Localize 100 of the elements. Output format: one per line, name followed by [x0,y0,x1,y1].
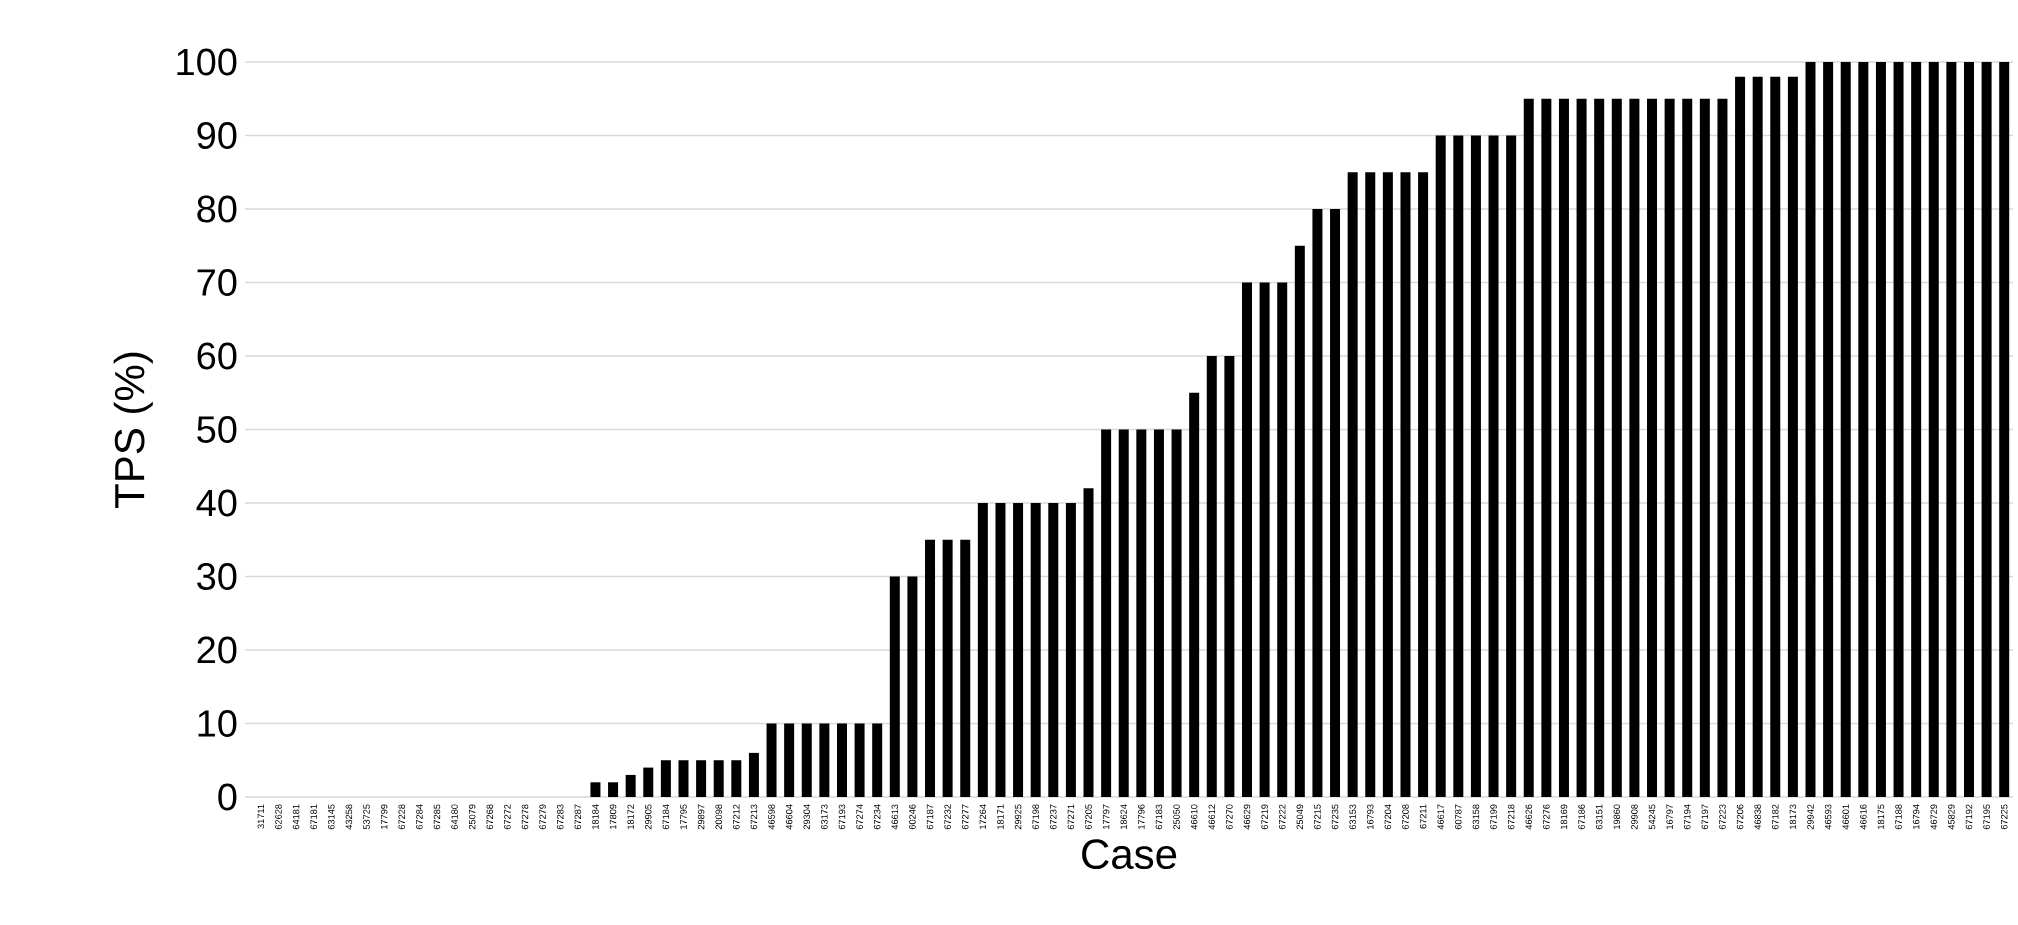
x-tick-label: 63153 [1349,804,1356,830]
x-tick-label: 31711 [257,804,265,829]
x-tick-label: 18624 [1120,804,1127,829]
y-tick-label: 10 [198,710,237,737]
bar [1664,98,1675,797]
bar [1294,245,1305,797]
x-tick-label: 29304 [803,804,811,830]
x-tick-label: 63158 [1472,804,1480,830]
x-tick-label: 60787 [1455,804,1462,830]
y-tick-label: 100 [177,48,237,76]
bar [1752,76,1763,797]
x-tick-label: 67184 [662,804,670,830]
bar [1682,98,1693,797]
x-tick-label: 16797 [1666,804,1673,829]
x-tick-label: 17799 [380,804,388,829]
x-tick-label: 67182 [1772,804,1779,830]
x-axis-title: Case [1082,839,1177,870]
x-tick-label: 25050 [1173,804,1180,830]
x-tick-label: 67271 [1067,804,1075,830]
x-tick-label: 67270 [1226,804,1233,830]
x-tick-label: 67195 [1983,804,1990,830]
x-tick-label: 67225 [2000,804,2008,830]
x-tick-label: 67276 [1543,804,1550,830]
x-tick-label: 67198 [1032,804,1039,830]
x-tick-label: 17796 [1138,804,1145,829]
bar [995,502,1006,797]
bar [660,760,671,797]
x-tick-label: 67272 [504,804,511,830]
y-tick-label: 0 [218,783,237,811]
bar [1840,61,1851,797]
bar [643,767,654,797]
bar [784,723,795,797]
y-tick-label: 70 [197,269,237,296]
bar [678,760,689,797]
x-tick-label: 67208 [1402,804,1409,830]
x-tick-label: 54245 [1648,804,1656,830]
bar [1171,429,1182,797]
x-tick-label: 67222 [1278,804,1286,830]
x-tick-label: 67188 [1895,804,1902,830]
bar [836,723,847,797]
bar [696,760,707,797]
bar [1946,61,1957,797]
bar [889,576,900,797]
bar [1506,135,1517,797]
x-tick-label: 67181 [310,804,317,830]
x-tick-label: 67278 [521,804,529,830]
x-tick-label: 46610 [1190,804,1198,830]
bar [1224,355,1235,797]
bar [1963,61,1974,797]
x-tick-label: 67212 [733,804,740,830]
x-tick-label: 67213 [750,804,758,830]
bar [942,539,953,797]
x-tick-label: 18175 [1877,804,1885,829]
x-tick-label: 18184 [592,804,599,829]
x-tick-label: 67223 [1719,804,1726,830]
y-tick-label: 80 [197,195,237,223]
x-tick-label: 67284 [416,804,423,830]
x-tick-label: 46629 [1243,804,1251,830]
bar [907,576,918,797]
bar [731,760,742,797]
x-tick-label: 17264 [979,804,987,829]
bar [1242,282,1252,797]
x-tick-label: 67205 [1085,804,1092,830]
x-tick-label: 67204 [1384,804,1392,830]
bar [1787,76,1798,797]
bar [1189,392,1200,797]
bar [1911,61,1922,797]
bar [1928,61,1939,797]
bar [1083,488,1094,797]
bar [1576,98,1587,797]
x-tick-label: 46617 [1437,804,1444,830]
x-tick-label: 46593 [1824,804,1832,830]
bar [1259,282,1270,797]
bar [925,539,936,797]
bar [1875,61,1886,797]
x-tick-label: 67277 [961,804,969,830]
x-tick-label: 20098 [715,804,722,830]
y-axis-title: TPS (%) [113,352,153,508]
bar [1153,429,1164,797]
x-tick-label: 29942 [1807,804,1814,830]
x-tick-label: 46601 [1842,804,1849,830]
x-tick-label: 67183 [1155,804,1163,830]
x-tick-label: 62628 [275,804,282,830]
bar [1136,429,1147,797]
x-tick-label: 67192 [1965,804,1973,830]
bar [1435,135,1446,797]
bar [1629,98,1640,797]
bar [1065,502,1076,797]
x-tick-label: 17797 [1102,804,1110,829]
x-tick-label: 46598 [768,804,775,830]
bar [1101,429,1112,797]
x-tick-label: 63173 [821,804,828,830]
x-tick-label: 67199 [1490,804,1497,830]
bar [854,723,865,797]
x-tick-label: 46616 [1860,804,1867,830]
bar [1770,76,1781,797]
x-tick-label: 67211 [1419,804,1427,829]
bar [1206,355,1217,797]
bar [1735,76,1746,797]
bar [1118,429,1129,797]
